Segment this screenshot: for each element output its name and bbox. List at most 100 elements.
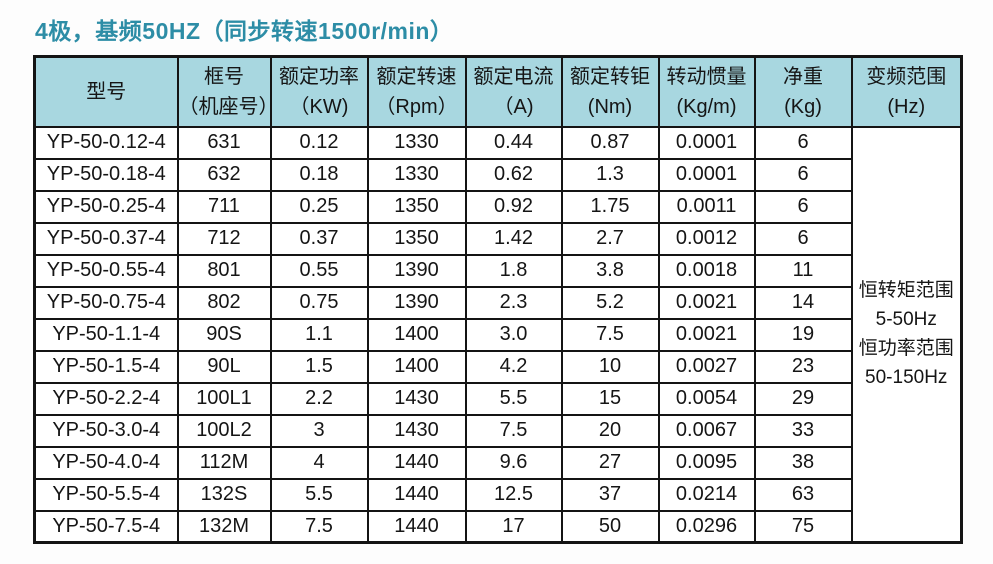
cell-speed: 1350	[366, 189, 467, 224]
cell-inertia: 0.0067	[657, 413, 756, 448]
header-unit: （A)	[493, 95, 534, 118]
cell-inertia: 0.0021	[657, 285, 756, 320]
header-weight: 净重 (Kg)	[753, 55, 853, 128]
table-row: YP-50-0.55-4 801 0.55 1390 1.8 3.8 0.0018 11	[33, 253, 962, 288]
header-label: 额定功率	[279, 65, 359, 88]
cell-weight: 11	[753, 253, 853, 288]
header-torque: 额定转钜 (Nm)	[560, 55, 660, 128]
cell-model: YP-50-0.55-4	[33, 253, 179, 288]
cell-weight: 6	[753, 157, 853, 192]
cell-inertia: 0.0012	[657, 221, 756, 256]
cell-model: YP-50-4.0-4	[33, 445, 179, 480]
table-row: YP-50-0.18-4 632 0.18 1330 0.62 1.3 0.0001 6	[33, 157, 962, 192]
cell-power: 1.1	[269, 317, 369, 352]
cell-current: 1.42	[464, 221, 563, 256]
table-header: 型号 框号 （机座号） 额定功率 （KW) 额定转速 （Rpm） 额定电流	[33, 55, 963, 128]
cell-speed: 1430	[366, 381, 467, 416]
cell-torque: 2.7	[560, 221, 660, 256]
cell-model: YP-50-5.5-4	[33, 477, 179, 512]
header-label: 额定电流	[473, 65, 554, 88]
cell-power: 0.37	[269, 221, 369, 256]
cell-current: 0.92	[464, 189, 563, 224]
freq-range-line: 5-50Hz	[875, 309, 937, 331]
cell-frame: 132M	[176, 509, 272, 544]
table-row: YP-50-4.0-4 112M 4 1440 9.6 27 0.0095 38	[33, 445, 962, 480]
cell-frame: 712	[176, 221, 272, 256]
cell-power: 2.2	[269, 381, 369, 416]
cell-power: 0.25	[269, 189, 369, 224]
cell-power: 5.5	[269, 477, 369, 512]
cell-inertia: 0.0011	[657, 189, 756, 224]
header-model: 型号	[33, 55, 179, 128]
freq-range-cell: 恒转矩范围 5-50Hz 恒功率范围 50-150Hz	[850, 125, 963, 544]
cell-model: YP-50-1.5-4	[33, 349, 179, 384]
cell-torque: 27	[560, 445, 660, 480]
cell-inertia: 0.0095	[657, 445, 756, 480]
header-row: 型号 框号 （机座号） 额定功率 （KW) 额定转速 （Rpm） 额定电流	[33, 55, 963, 128]
table-row: YP-50-1.1-4 90S 1.1 1400 3.0 7.5 0.0021 19	[33, 317, 962, 352]
cell-weight: 14	[753, 285, 853, 320]
header-label: 转动惯量	[666, 65, 747, 88]
cell-speed: 1330	[366, 157, 467, 192]
cell-inertia: 0.0296	[657, 509, 756, 544]
cell-power: 0.75	[269, 285, 369, 320]
table-row: YP-50-2.2-4 100L1 2.2 1430 5.5 15 0.0054 29	[33, 381, 962, 416]
cell-torque: 0.87	[560, 125, 660, 160]
cell-frame: 632	[176, 157, 272, 192]
cell-frame: 711	[176, 189, 272, 224]
header-unit: (Nm)	[587, 95, 633, 118]
cell-model: YP-50-3.0-4	[33, 413, 179, 448]
cell-inertia: 0.0001	[657, 125, 756, 160]
table-row: YP-50-0.37-4 712 0.37 1350 1.42 2.7 0.0012 6	[33, 221, 962, 256]
header-power: 额定功率 （KW)	[269, 55, 369, 128]
cell-frame: 132S	[176, 477, 272, 512]
cell-power: 7.5	[269, 509, 369, 544]
cell-speed: 1390	[366, 285, 467, 320]
header-freq-range: 变频范围 (Hz)	[850, 55, 963, 128]
header-unit: （机座号）	[178, 95, 271, 118]
page-title: 4极，基频50HZ（同步转速1500r/min）	[35, 18, 454, 44]
header-label: 净重	[783, 65, 823, 88]
cell-torque: 1.75	[560, 189, 660, 224]
cell-frame: 631	[176, 125, 272, 160]
cell-inertia: 0.0021	[657, 317, 756, 352]
cell-weight: 63	[753, 477, 853, 512]
cell-frame: 100L2	[176, 413, 272, 448]
cell-power: 0.18	[269, 157, 369, 192]
cell-power: 4	[269, 445, 369, 480]
cell-weight: 75	[753, 509, 853, 544]
cell-speed: 1440	[366, 477, 467, 512]
cell-power: 0.12	[269, 125, 369, 160]
header-unit: (Hz)	[887, 95, 926, 118]
cell-speed: 1390	[366, 253, 467, 288]
cell-weight: 19	[753, 317, 853, 352]
cell-inertia: 0.0214	[657, 477, 756, 512]
cell-model: YP-50-0.18-4	[33, 157, 179, 192]
cell-speed: 1350	[366, 221, 467, 256]
cell-power: 3	[269, 413, 369, 448]
table-row: YP-50-0.25-4 711 0.25 1350 0.92 1.75 0.0011 6	[33, 189, 962, 224]
cell-inertia: 0.0027	[657, 349, 756, 384]
cell-speed: 1330	[366, 125, 467, 160]
cell-power: 1.5	[269, 349, 369, 384]
table-row: YP-50-7.5-4 132M 7.5 1440 17 50 0.0296 75	[33, 509, 962, 544]
header-label: 额定转钜	[570, 65, 650, 88]
cell-model: YP-50-1.1-4	[33, 317, 179, 352]
table-row: YP-50-0.75-4 802 0.75 1390 2.3 5.2 0.0021 14	[33, 285, 962, 320]
header-unit: （Rpm）	[375, 95, 458, 118]
cell-frame: 90S	[176, 317, 272, 352]
cell-model: YP-50-2.2-4	[33, 381, 179, 416]
cell-weight: 38	[753, 445, 853, 480]
cell-current: 5.5	[464, 381, 563, 416]
cell-current: 2.3	[464, 285, 563, 320]
header-label: 额定转速	[376, 65, 457, 88]
cell-model: YP-50-0.12-4	[33, 125, 179, 160]
header-current: 额定电流 （A)	[464, 55, 563, 128]
cell-torque: 20	[560, 413, 660, 448]
cell-speed: 1400	[366, 349, 467, 384]
cell-power: 0.55	[269, 253, 369, 288]
cell-speed: 1440	[366, 509, 467, 544]
cell-weight: 6	[753, 125, 853, 160]
cell-torque: 1.3	[560, 157, 660, 192]
cell-torque: 50	[560, 509, 660, 544]
